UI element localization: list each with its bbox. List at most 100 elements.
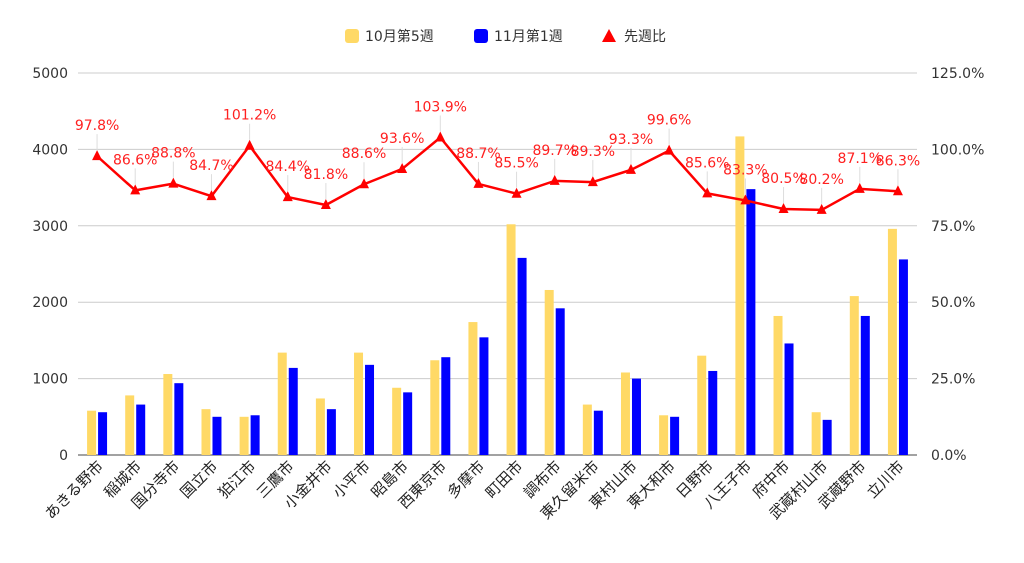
ratio-point <box>130 184 141 195</box>
bar-11月第1週 <box>670 416 680 455</box>
ratio-line <box>92 131 903 214</box>
right-tick-label: 50.0% <box>931 295 975 311</box>
right-tick-label: 100.0% <box>931 142 984 158</box>
ratio-label: 85.6% <box>685 155 729 171</box>
ratio-label: 88.7% <box>456 146 500 162</box>
bar-11月第1週 <box>365 364 375 455</box>
ratio-point <box>511 187 522 198</box>
ratio-point <box>625 163 636 174</box>
ratio-label: 84.4% <box>266 159 310 175</box>
right-tick-label: 125.0% <box>931 66 984 82</box>
ratio-line-path <box>96 136 899 212</box>
ratio-point <box>168 177 179 188</box>
left-tick-label: 5000 <box>32 66 68 82</box>
bar-10月第5週 <box>582 404 592 455</box>
bar-11月第1週 <box>441 357 451 455</box>
category-labels: あきる野市稲城市国分寺市国立市狛江市三鷹市小金井市小平市昭島市西東京市多摩市町田… <box>41 457 907 523</box>
bar-10月第5週 <box>201 409 211 455</box>
bar-10月第5週 <box>773 315 783 455</box>
ratio-label: 101.2% <box>223 108 276 124</box>
legend-label: 10月第5週 <box>365 28 434 45</box>
category-label: 国立市 <box>177 457 222 502</box>
bar-10月第5週 <box>620 372 630 455</box>
ratio-label: 85.5% <box>494 156 538 172</box>
ratio-label: 89.3% <box>571 144 615 160</box>
ratio-label: 89.7% <box>532 143 576 159</box>
bar-11月第1週 <box>555 308 565 455</box>
bar-10月第5週 <box>811 412 821 455</box>
ratio-point <box>282 191 293 202</box>
bar-10月第5週 <box>887 228 897 455</box>
ratio-label: 86.6% <box>113 152 157 168</box>
ratio-label: 99.6% <box>647 113 691 129</box>
ratio-label: 81.8% <box>304 167 348 183</box>
bar-10月第5週 <box>659 415 669 455</box>
ratio-label: 87.1% <box>838 151 882 167</box>
bar-10月第5週 <box>468 322 478 455</box>
ratio-point <box>740 194 751 205</box>
ratio-label: 88.8% <box>151 146 195 162</box>
right-tick-label: 75.0% <box>931 219 975 235</box>
ratio-label: 93.6% <box>380 131 424 147</box>
category-label: 立川市 <box>863 457 908 502</box>
left-tick-label: 1000 <box>32 372 68 388</box>
ratio-label: 88.6% <box>342 146 386 162</box>
ratio-point <box>816 203 827 214</box>
legend: 10月第5週 11月第1週 先週比 <box>345 28 666 45</box>
bar-11月第1週 <box>708 370 718 455</box>
legend-label: 先週比 <box>624 29 666 45</box>
bar-11月第1週 <box>212 416 222 455</box>
bar-11月第1週 <box>860 315 870 455</box>
bar-11月第1週 <box>631 378 641 455</box>
ratio-label: 80.5% <box>761 171 805 187</box>
ratio-label: 86.3% <box>876 153 920 169</box>
bar-11月第1週 <box>898 259 908 455</box>
right-axis: 0.0% 25.0% 50.0% 75.0% 100.0% 125.0% <box>931 66 984 464</box>
ratio-point <box>320 199 331 210</box>
bar-11月第1週 <box>288 367 298 455</box>
legend-swatch-11月第1週 <box>474 29 488 43</box>
bar-11月第1週 <box>479 337 489 455</box>
bar-10月第5週 <box>277 352 287 455</box>
ratio-point <box>892 185 903 196</box>
ratio-point <box>359 178 370 189</box>
bar-10月第5週 <box>125 395 135 455</box>
bar-11月第1週 <box>136 404 146 455</box>
ratio-point <box>778 202 789 213</box>
ratio-labels: 97.8% 86.6%88.8%84.7% 101.2% 84.4%81.8% 88.6… <box>75 99 920 204</box>
ratio-label: 83.3% <box>723 162 767 178</box>
bar-10月第5週 <box>544 289 554 455</box>
ratio-label: 93.3% <box>609 132 653 148</box>
category-label: 町田市 <box>482 457 527 502</box>
ratio-point <box>435 131 446 142</box>
bar-10月第5週 <box>849 296 859 455</box>
left-tick-label: 0 <box>59 448 68 464</box>
left-tick-label: 4000 <box>32 142 68 158</box>
bar-10月第5週 <box>697 355 707 455</box>
bars <box>87 136 908 456</box>
ratio-label: 80.2% <box>799 172 843 188</box>
bar-10月第5週 <box>163 374 173 455</box>
bar-10月第5週 <box>354 352 364 455</box>
ratio-point <box>92 150 103 161</box>
ratio-point <box>206 190 217 201</box>
category-label: 多摩市 <box>444 457 489 502</box>
bar-11月第1週 <box>250 415 260 455</box>
bar-11月第1週 <box>784 343 794 455</box>
category-label: 狛江市 <box>215 457 260 502</box>
legend-swatch-先週比 <box>602 29 616 42</box>
category-label: あきる野市 <box>41 457 107 523</box>
bar-10月第5週 <box>87 410 97 455</box>
bar-11月第1週 <box>517 257 527 455</box>
bar-11月第1週 <box>746 189 756 456</box>
ratio-label: 84.7% <box>189 158 233 174</box>
bar-11月第1週 <box>403 392 413 455</box>
bar-10月第5週 <box>239 416 249 455</box>
bar-11月第1週 <box>174 383 184 455</box>
bar-11月第1週 <box>326 409 336 455</box>
ratio-point <box>702 187 713 198</box>
bar-10月第5週 <box>430 360 440 455</box>
ratio-point <box>397 162 408 173</box>
ratio-point <box>244 139 255 150</box>
